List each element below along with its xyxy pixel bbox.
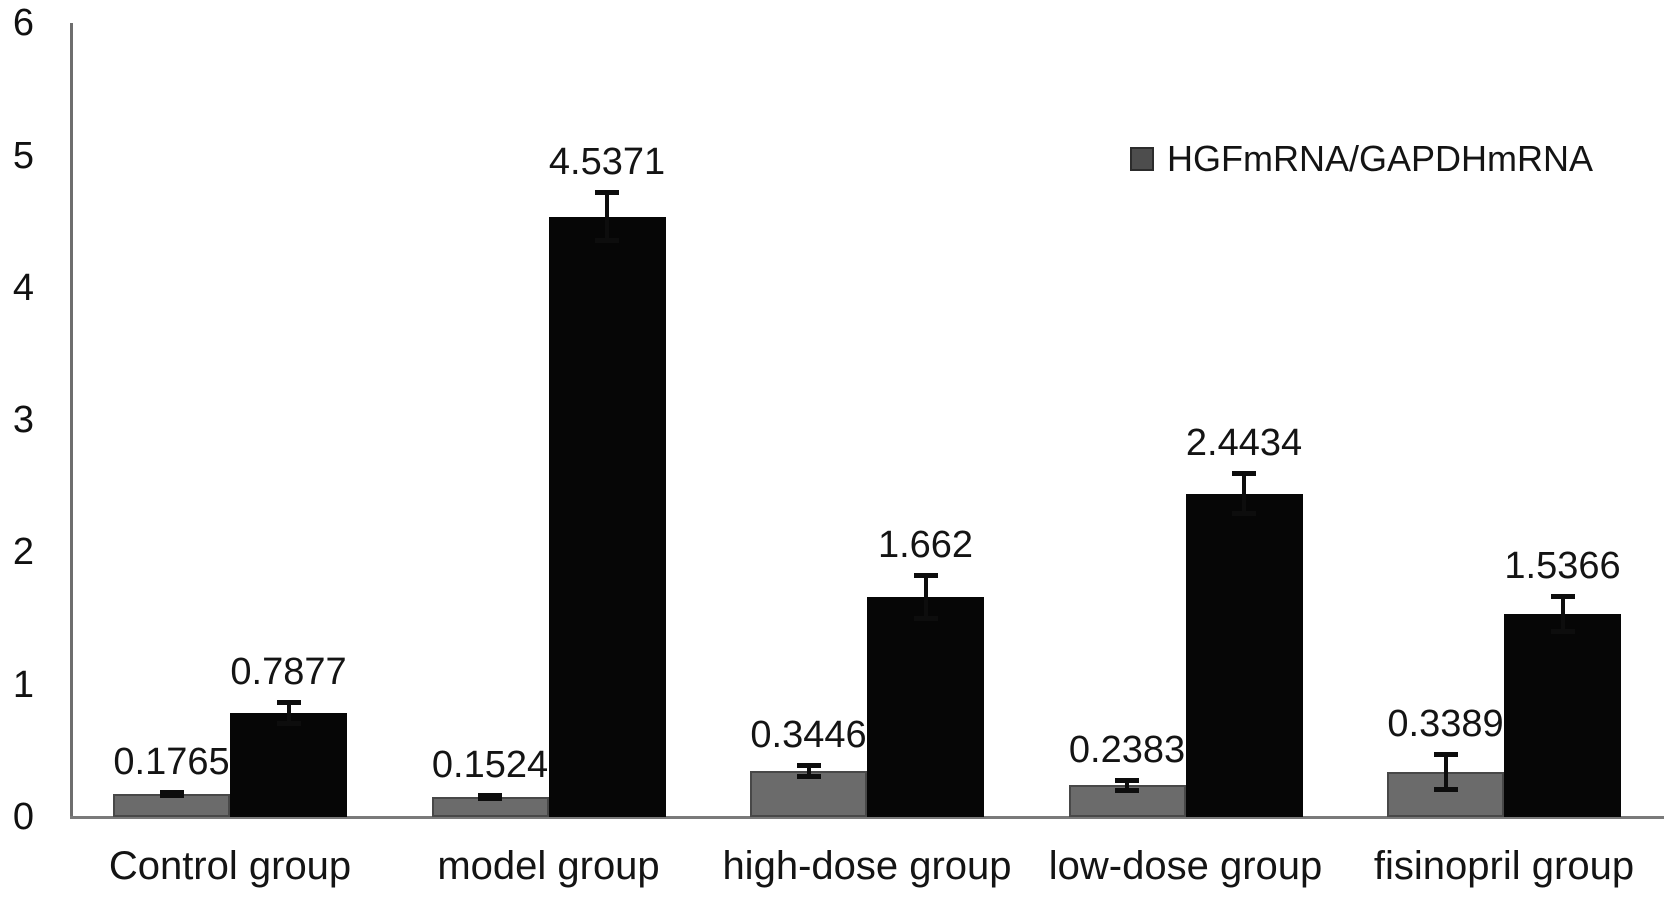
bar-black <box>1185 493 1303 817</box>
error-bar-cap <box>1433 787 1458 792</box>
error-bar <box>796 763 821 780</box>
error-bar-cap <box>159 792 184 798</box>
error-bar-stem <box>605 190 609 244</box>
y-axis-line <box>70 23 73 819</box>
error-bar-stem <box>286 699 291 726</box>
bar-black <box>867 597 984 817</box>
error-bar-cap <box>1115 788 1139 794</box>
error-bar-stem <box>1242 471 1246 517</box>
error-bar <box>159 789 184 798</box>
bar-value-label: 0.1524 <box>431 743 549 786</box>
error-bar-stem <box>923 573 928 621</box>
x-axis-category-label: Control group <box>108 844 352 888</box>
x-axis-category-label: model group <box>437 844 660 888</box>
error-bar-cap <box>796 774 821 780</box>
y-axis-tick-label: 6 <box>12 2 34 45</box>
error-bar-stem <box>1443 752 1448 792</box>
error-bar-stem <box>1125 777 1129 794</box>
legend: HGFmRNA/GAPDHmRNA <box>1130 136 1593 182</box>
error-bar <box>1232 471 1256 517</box>
x-axis-category-label: high-dose group <box>722 844 1012 888</box>
y-axis-tick-label: 0 <box>12 796 34 838</box>
error-bar-cap <box>1550 628 1575 634</box>
bar-value-label: 2.4434 <box>1185 422 1303 465</box>
x-axis-category-label: low-dose group <box>1048 844 1323 888</box>
bar-value-label: 0.1765 <box>113 740 230 783</box>
error-bar-cap <box>1232 511 1256 517</box>
error-bar-cap <box>276 721 301 726</box>
bar-value-label: 0.3389 <box>1387 703 1504 746</box>
y-axis-tick-label: 1 <box>12 663 34 706</box>
bar-black <box>548 216 666 817</box>
bar-value-label: 0.2383 <box>1068 728 1186 771</box>
error-bar <box>1433 752 1458 792</box>
bar-value-label: 1.662 <box>877 524 974 567</box>
bar-value-label: 1.5366 <box>1504 544 1621 587</box>
error-bar <box>595 190 619 244</box>
bar-value-label: 4.5371 <box>548 141 666 184</box>
y-axis-tick-label: 3 <box>12 399 34 442</box>
error-bar-cap <box>595 238 619 244</box>
y-axis-tick-label: 2 <box>12 531 34 574</box>
legend-label: HGFmRNA/GAPDHmRNA <box>1167 138 1594 179</box>
error-bar <box>478 792 502 801</box>
bar-black <box>1504 613 1621 817</box>
x-axis-category-label: fisinopril group <box>1373 844 1635 888</box>
bar-black <box>230 712 347 817</box>
error-bar <box>913 573 938 621</box>
x-axis-line <box>70 816 1664 819</box>
bar-value-label: 0.3446 <box>750 714 867 757</box>
error-bar-stem <box>1560 593 1565 634</box>
y-axis-tick-label: 5 <box>12 134 34 177</box>
error-bar-cap <box>478 795 502 801</box>
legend-swatch-icon <box>1130 147 1154 171</box>
error-bar <box>1550 593 1575 634</box>
y-axis-tick-label: 4 <box>12 266 34 309</box>
error-bar <box>276 699 301 726</box>
error-bar-cap <box>913 615 938 621</box>
error-bar-stem <box>806 763 811 780</box>
error-bar <box>1115 777 1139 794</box>
bar-value-label: 0.7877 <box>230 650 347 693</box>
